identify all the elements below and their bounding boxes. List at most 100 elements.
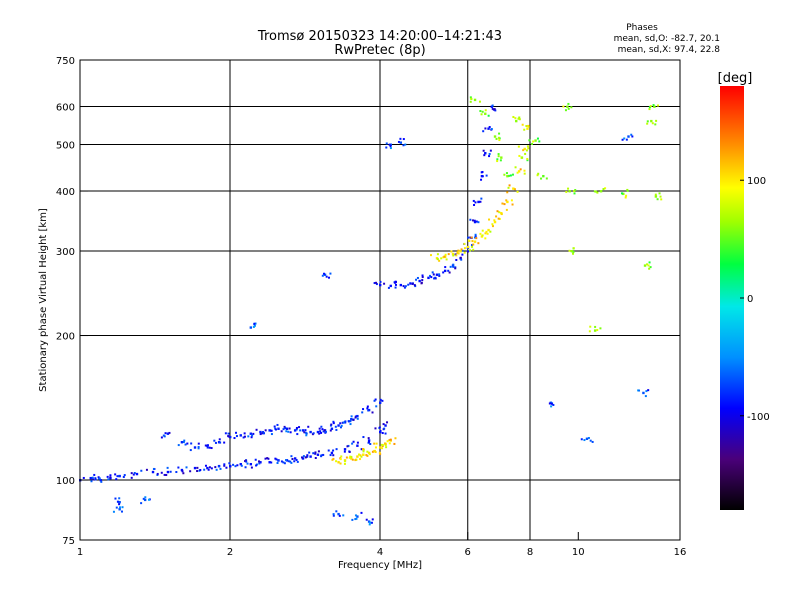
data-point-spread <box>351 442 354 445</box>
data-point-spread <box>461 249 464 252</box>
data-point-spread <box>350 415 353 418</box>
data-point-spread <box>142 497 145 500</box>
data-point-spread <box>169 470 172 473</box>
data-points <box>79 96 663 526</box>
data-point-spread <box>434 276 437 279</box>
data-point-spread <box>454 267 457 270</box>
data-point-spread <box>349 423 352 426</box>
data-point-spread <box>436 253 439 256</box>
data-point-spread <box>314 451 317 454</box>
data-point <box>490 105 494 108</box>
data-point-spread <box>130 472 133 475</box>
data-point-spread <box>473 203 476 206</box>
data-point-spread <box>276 462 279 465</box>
data-point-spread <box>266 457 269 460</box>
data-point <box>316 430 320 434</box>
data-point-spread <box>235 431 238 434</box>
data-point-spread <box>583 439 586 442</box>
data-point-spread <box>335 448 338 451</box>
data-point-spread <box>493 219 496 222</box>
data-point-spread <box>472 199 475 202</box>
data-point-spread <box>486 232 489 235</box>
data-point <box>487 127 490 130</box>
data-point-spread <box>477 242 480 245</box>
data-point-spread <box>374 427 377 430</box>
data-point-spread <box>387 286 390 289</box>
data-point <box>435 273 439 276</box>
colorbar-label: [deg] <box>718 71 753 86</box>
data-point <box>350 457 353 460</box>
data-point-spread <box>342 514 345 517</box>
data-point <box>293 457 297 460</box>
data-point-spread <box>536 174 539 177</box>
data-point-spread <box>648 261 651 264</box>
data-point-spread <box>507 186 510 189</box>
data-point-spread <box>496 158 499 161</box>
data-point <box>484 112 487 115</box>
data-point-spread <box>654 193 657 196</box>
data-point <box>239 462 242 466</box>
data-point-spread <box>389 145 392 148</box>
data-point-spread <box>244 466 247 469</box>
data-point-spread <box>394 286 397 289</box>
data-point-spread <box>648 267 651 270</box>
data-point-spread <box>471 245 474 248</box>
data-point-spread <box>245 460 248 463</box>
data-point-spread <box>348 450 351 453</box>
data-point-spread <box>243 432 246 435</box>
data-point <box>367 520 371 523</box>
data-point-spread <box>82 476 85 479</box>
data-point <box>622 192 625 196</box>
data-point-spread <box>298 426 301 429</box>
data-point-spread <box>517 145 520 148</box>
data-point-spread <box>314 452 317 455</box>
data-point-spread <box>163 435 166 438</box>
data-point-spread <box>204 444 207 447</box>
data-point-spread <box>481 229 484 232</box>
data-point-spread <box>264 457 267 460</box>
data-point <box>627 135 630 138</box>
data-point-spread <box>232 463 235 466</box>
data-point-spread <box>210 467 213 470</box>
data-point <box>653 105 656 108</box>
data-point-spread <box>487 114 490 117</box>
data-point-spread <box>518 118 521 121</box>
data-point-spread <box>589 439 592 442</box>
data-point-spread <box>295 458 298 461</box>
data-point-spread <box>259 433 262 436</box>
data-point-spread <box>602 188 605 191</box>
data-point-spread <box>521 123 524 126</box>
data-point-spread <box>385 146 388 149</box>
data-point-spread <box>481 110 484 113</box>
y-tick-label: 75 <box>62 536 75 547</box>
x-tick-label: 4 <box>377 547 383 558</box>
data-point-spread <box>482 149 485 152</box>
data-point-spread <box>183 439 186 442</box>
data-point-spread <box>369 521 372 524</box>
data-point-spread <box>473 219 476 222</box>
data-point-spread <box>480 113 483 116</box>
data-point <box>650 119 653 123</box>
data-point-spread <box>254 458 257 461</box>
colorbar-tick-label: -100 <box>747 412 770 423</box>
data-point-spread <box>118 503 121 506</box>
data-point-spread <box>123 474 126 477</box>
data-point-spread <box>253 322 256 325</box>
data-point-spread <box>523 172 526 175</box>
data-point-spread <box>345 456 348 459</box>
data-point <box>654 195 658 198</box>
data-point <box>459 250 462 253</box>
data-point-spread <box>296 460 299 463</box>
data-point <box>515 119 518 123</box>
data-point <box>99 479 103 482</box>
data-point-spread <box>329 424 332 427</box>
data-point-spread <box>208 466 211 469</box>
data-point <box>301 457 305 460</box>
data-point-spread <box>246 462 249 465</box>
data-point-spread <box>233 437 236 440</box>
data-point-spread <box>182 441 185 444</box>
data-point-spread <box>258 462 261 465</box>
data-point <box>642 391 645 395</box>
data-point-spread <box>631 135 634 138</box>
data-point-spread <box>647 264 650 267</box>
